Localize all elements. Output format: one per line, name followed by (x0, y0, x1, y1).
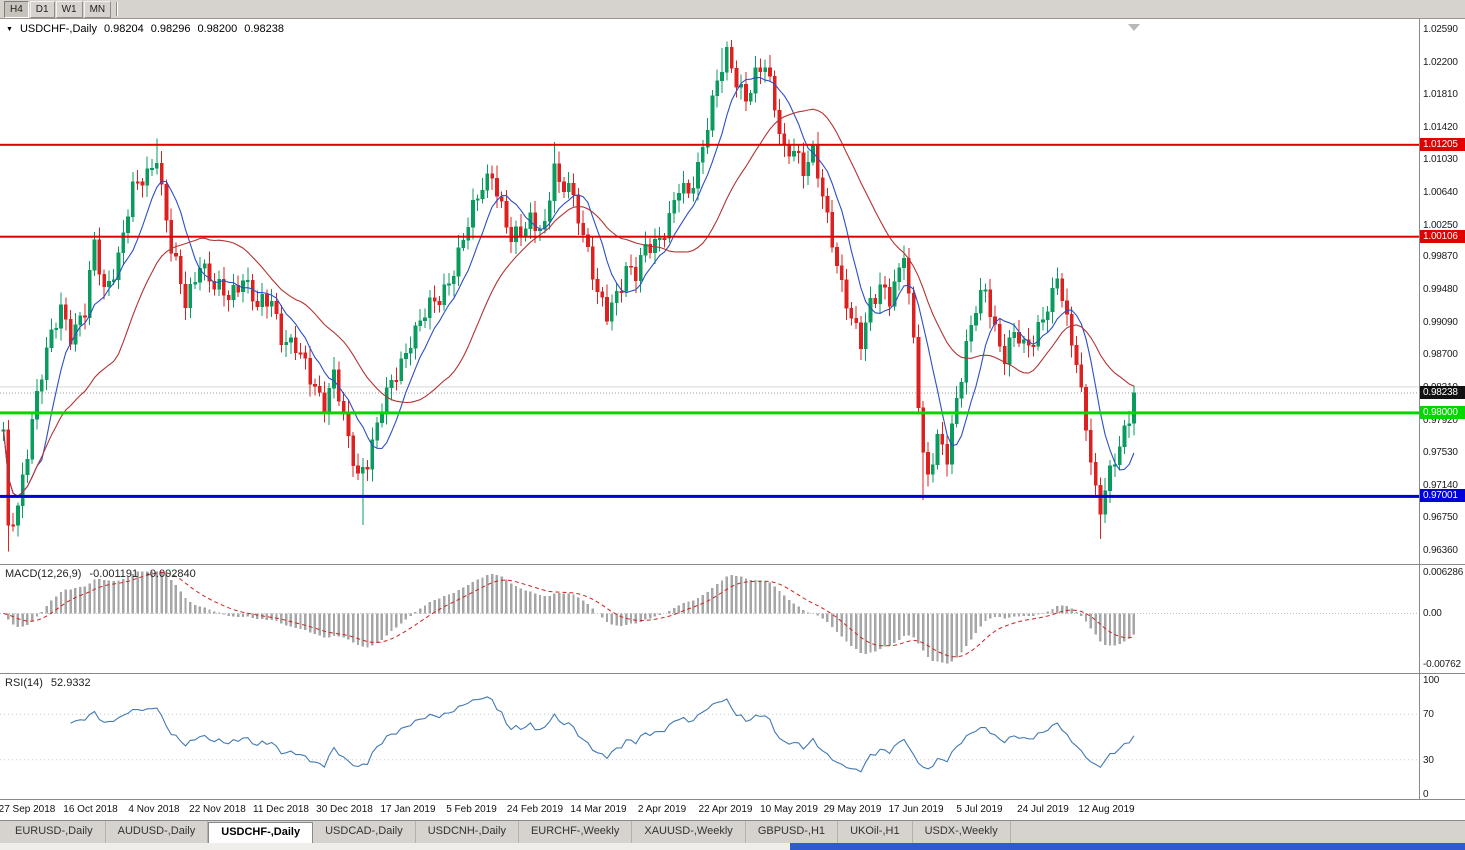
bottom-strip (0, 843, 1465, 850)
rsi-value: 52.9332 (50, 677, 91, 689)
price-tick-label: 0.97530 (1423, 447, 1458, 458)
current-price-box: 0.98238 (1420, 385, 1465, 399)
tab-usdcnh-daily[interactable]: USDCNH-,Daily (416, 821, 519, 843)
level-price-box: 1.01205 (1420, 137, 1465, 151)
chart-window: ▼ USDCHF-,Daily 0.98204 0.98296 0.98200 … (0, 19, 1465, 820)
date-label: 24 Jul 2019 (1017, 804, 1069, 815)
date-label: 27 Sep 2018 (0, 804, 56, 815)
rsi-axis-label: 30 (1423, 755, 1434, 766)
level-price-box: 0.98000 (1420, 405, 1465, 419)
toolbar-separator (116, 2, 119, 16)
date-label: 12 Aug 2019 (1078, 804, 1135, 815)
chart-tab-bar: EURUSD-,Daily AUDUSD-,Daily USDCHF-,Daily U… (0, 820, 1465, 843)
chart-title: ▼ USDCHF-,Daily 0.98204 0.98296 0.98200 … (6, 23, 284, 35)
date-label: 2 Apr 2019 (637, 804, 687, 815)
date-label: 29 May 2019 (823, 804, 882, 815)
rsi-panel: RSI(14) 52.9332 100 70 30 0 (0, 673, 1465, 799)
date-label: 11 Dec 2018 (253, 804, 309, 815)
macd-label: MACD(12,26,9) (5, 568, 82, 580)
level-price-box: 1.00106 (1420, 229, 1465, 243)
tab-usdcad-daily[interactable]: USDCAD-,Daily (313, 821, 416, 843)
rsi-plot-area: RSI(14) 52.9332 (0, 674, 1419, 799)
price-tick-label: 0.96360 (1423, 545, 1458, 556)
macd-value-signal: -0.002840 (146, 568, 196, 580)
rsi-chart-canvas[interactable] (0, 674, 1419, 799)
price-tick-label: 1.01810 (1423, 89, 1458, 100)
price-tick-label: 1.01420 (1423, 122, 1458, 133)
rsi-title: RSI(14) 52.9332 (5, 677, 91, 689)
price-axis[interactable]: 1.02590 1.02200 1.01810 1.01420 1.01030 1.006… (1419, 19, 1465, 564)
rsi-axis-label: 0 (1423, 789, 1429, 799)
timeframe-button-h4[interactable]: H4 (4, 0, 29, 18)
price-tick-label: 0.97140 (1423, 480, 1458, 491)
price-tick-label: 0.99090 (1423, 317, 1458, 328)
tab-usdx-weekly[interactable]: USDX-,Weekly (913, 821, 1011, 843)
date-label: 5 Jul 2019 (956, 804, 1003, 815)
price-tick-label: 1.02200 (1423, 57, 1458, 68)
date-label: 10 May 2019 (760, 804, 818, 815)
macd-title: MACD(12,26,9) -0.001191 -0.002840 (5, 568, 196, 580)
date-label: 16 Oct 2018 (63, 804, 118, 815)
date-label: 22 Nov 2018 (189, 804, 246, 815)
timeframe-button-mn[interactable]: MN (83, 0, 112, 18)
timeframe-button-group: H4 D1 W1 MN (4, 0, 112, 18)
chart-dropdown-icon[interactable]: ▼ (6, 25, 13, 33)
chart-symbol-period: USDCHF-,Daily (19, 23, 97, 35)
price-panel: ▼ USDCHF-,Daily 0.98204 0.98296 0.98200 … (0, 19, 1465, 564)
date-label: 5 Feb 2019 (446, 804, 497, 815)
rsi-axis-label: 100 (1423, 675, 1440, 686)
date-label: 24 Feb 2019 (506, 804, 564, 815)
date-label: 14 Mar 2019 (570, 804, 627, 815)
price-tick-label: 0.99480 (1423, 284, 1458, 295)
macd-chart-canvas[interactable] (0, 565, 1419, 673)
price-tick-label: 0.98700 (1423, 349, 1458, 360)
macd-axis-label: 0.00 (1423, 608, 1442, 619)
tab-xauusd-weekly[interactable]: XAUUSD-,Weekly (632, 821, 746, 843)
bottom-strip-left (0, 843, 790, 850)
date-label: 4 Nov 2018 (128, 804, 180, 815)
price-chart-canvas[interactable] (0, 19, 1419, 564)
tab-eurusd-daily[interactable]: EURUSD-,Daily (3, 821, 106, 843)
ohlc-close: 0.98238 (244, 23, 284, 35)
tab-ukoil-h1[interactable]: UKOil-,H1 (838, 821, 913, 843)
price-tick-label: 1.01030 (1423, 154, 1458, 165)
date-label: 30 Dec 2018 (316, 804, 373, 815)
ohlc-open: 0.98204 (103, 23, 144, 35)
price-tick-label: 0.96750 (1423, 512, 1458, 523)
timeframe-button-w1[interactable]: W1 (55, 0, 83, 18)
tab-audusd-daily[interactable]: AUDUSD-,Daily (106, 821, 209, 843)
macd-axis-label: -0.00762 (1423, 659, 1461, 670)
date-label: 17 Jun 2019 (888, 804, 944, 815)
ohlc-low: 0.98200 (197, 23, 238, 35)
timeframe-button-d1[interactable]: D1 (29, 0, 55, 18)
price-tick-label: 1.02590 (1423, 24, 1458, 35)
macd-axis-label: 0.006286 (1423, 567, 1464, 578)
level-price-box: 0.97001 (1420, 489, 1465, 503)
date-label: 22 Apr 2019 (698, 804, 753, 815)
macd-axis[interactable]: 0.006286 0.00 -0.00762 (1419, 565, 1465, 673)
time-axis[interactable]: 27 Sep 2018 16 Oct 2018 4 Nov 2018 22 Nov 2… (0, 799, 1465, 820)
toolbar: H4 D1 W1 MN (0, 0, 1465, 19)
tab-gbpusd-h1[interactable]: GBPUSD-,H1 (746, 821, 839, 843)
price-tick-label: 1.00250 (1423, 220, 1458, 231)
tab-eurchf-weekly[interactable]: EURCHF-,Weekly (519, 821, 633, 843)
price-tick-label: 0.99870 (1423, 251, 1458, 262)
chart-shift-marker-icon (1128, 24, 1140, 31)
date-label: 17 Jan 2019 (380, 804, 436, 815)
price-tick-label: 1.00640 (1423, 187, 1458, 198)
macd-plot-area: MACD(12,26,9) -0.001191 -0.002840 (0, 565, 1419, 673)
rsi-axis-label: 70 (1423, 709, 1434, 720)
price-plot-area: ▼ USDCHF-,Daily 0.98204 0.98296 0.98200 … (0, 19, 1419, 564)
macd-value-main: -0.001191 (89, 568, 139, 580)
price-tick-label: 0.97920 (1423, 415, 1458, 426)
macd-panel: MACD(12,26,9) -0.001191 -0.002840 0.0062… (0, 564, 1465, 673)
taskbar-strip (790, 843, 1465, 850)
tab-usdchf-daily[interactable]: USDCHF-,Daily (208, 822, 314, 843)
rsi-axis-col[interactable]: 100 70 30 0 (1419, 674, 1465, 799)
rsi-label: RSI(14) (5, 677, 43, 689)
ohlc-high: 0.98296 (150, 23, 191, 35)
